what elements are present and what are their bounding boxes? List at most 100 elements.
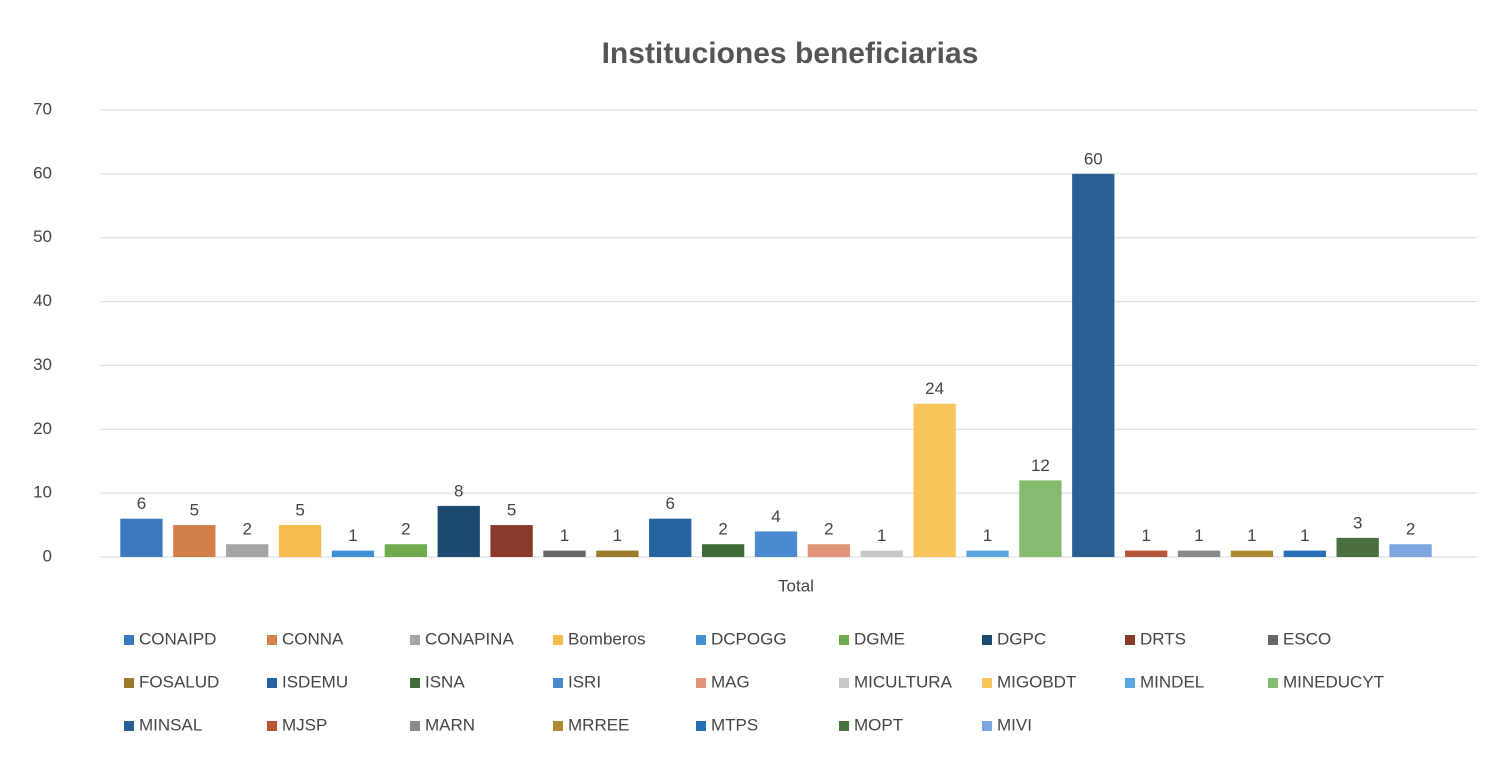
legend-swatch xyxy=(839,635,849,645)
bar xyxy=(754,531,798,557)
legend-label: MINDEL xyxy=(1140,672,1204,691)
legend-label: ISNA xyxy=(425,672,465,691)
legend-label: MIGOBDT xyxy=(997,672,1076,691)
data-label: 1 xyxy=(983,526,992,545)
bar xyxy=(913,403,956,557)
legend-label: MINSAL xyxy=(139,715,202,734)
legend-label: MAG xyxy=(711,672,750,691)
data-label: 3 xyxy=(1353,513,1362,532)
legend-label: MRREE xyxy=(568,715,629,734)
bar xyxy=(384,544,427,557)
legend-label: MJSP xyxy=(282,715,327,734)
data-label: 1 xyxy=(348,526,357,545)
legend-swatch xyxy=(553,721,563,731)
legend-label: MICULTURA xyxy=(854,672,953,691)
data-label: 5 xyxy=(507,501,516,520)
chart-title: Instituciones beneficiarias xyxy=(602,37,979,70)
legend-label: CONAIPD xyxy=(139,629,216,648)
y-tick-label: 10 xyxy=(33,483,52,502)
legend-swatch xyxy=(553,678,563,688)
legend-swatch xyxy=(124,678,134,688)
legend-swatch xyxy=(267,678,277,688)
data-label: 2 xyxy=(1406,520,1415,539)
bar xyxy=(860,550,903,557)
bar xyxy=(120,518,163,557)
y-tick-label: 20 xyxy=(33,419,52,438)
bar xyxy=(1389,544,1432,557)
data-label: 2 xyxy=(824,520,833,539)
legend-label: MINEDUCYT xyxy=(1283,672,1384,691)
bar xyxy=(1336,537,1379,557)
bar xyxy=(543,550,586,557)
legend-label: MTPS xyxy=(711,715,758,734)
legend-swatch xyxy=(696,721,706,731)
legend-swatch xyxy=(982,721,992,731)
legend-swatch xyxy=(982,635,992,645)
y-tick-label: 0 xyxy=(43,546,52,565)
bar xyxy=(1283,550,1326,557)
bar xyxy=(1177,550,1221,557)
bar xyxy=(1125,550,1168,557)
legend-swatch xyxy=(839,678,849,688)
bar xyxy=(701,544,745,557)
data-label: 1 xyxy=(613,526,622,545)
bar xyxy=(1230,550,1274,557)
bar xyxy=(966,550,1009,557)
legend-label: CONNA xyxy=(282,629,344,648)
legend-swatch xyxy=(1125,635,1135,645)
data-label: 8 xyxy=(454,481,463,500)
y-tick-label: 60 xyxy=(33,163,52,182)
legend-label: Bomberos xyxy=(568,629,645,648)
bar xyxy=(173,525,216,557)
data-label: 1 xyxy=(1247,526,1256,545)
legend-swatch xyxy=(267,721,277,731)
data-label: 2 xyxy=(242,520,251,539)
data-label: 6 xyxy=(137,494,146,513)
data-label: 4 xyxy=(771,507,780,526)
y-tick-label: 30 xyxy=(33,355,52,374)
data-label: 2 xyxy=(401,520,410,539)
legend-swatch xyxy=(1125,678,1135,688)
legend-swatch xyxy=(696,635,706,645)
legend-label: CONAPINA xyxy=(425,629,514,648)
data-label: 1 xyxy=(560,526,569,545)
legend-swatch xyxy=(410,678,420,688)
legend-label: ISRI xyxy=(568,672,601,691)
bar xyxy=(331,550,375,557)
data-label: 24 xyxy=(925,379,944,398)
y-tick-label: 50 xyxy=(33,227,52,246)
legend-label: MARN xyxy=(425,715,475,734)
bar xyxy=(596,550,639,557)
legend-label: ESCO xyxy=(1283,629,1331,648)
legend-swatch xyxy=(1268,635,1278,645)
bar xyxy=(1072,173,1115,557)
data-label: 2 xyxy=(718,520,727,539)
legend-swatch xyxy=(553,635,563,645)
legend-label: DGME xyxy=(854,629,905,648)
data-label: 1 xyxy=(1300,526,1309,545)
y-tick-label: 40 xyxy=(33,291,52,310)
data-label: 12 xyxy=(1031,456,1050,475)
legend-label: MOPT xyxy=(854,715,903,734)
legend-label: DCPOGG xyxy=(711,629,787,648)
legend-label: DRTS xyxy=(1140,629,1186,648)
data-label: 60 xyxy=(1084,149,1103,168)
bar xyxy=(490,525,533,557)
bar xyxy=(437,505,480,557)
legend-label: MIVI xyxy=(997,715,1032,734)
legend-swatch xyxy=(124,635,134,645)
legend-swatch xyxy=(410,635,420,645)
data-label: 5 xyxy=(295,501,304,520)
legend-swatch xyxy=(696,678,706,688)
legend-swatch xyxy=(410,721,420,731)
legend-swatch xyxy=(124,721,134,731)
x-tick-label: Total xyxy=(778,576,814,595)
data-label: 1 xyxy=(1194,526,1203,545)
data-label: 1 xyxy=(877,526,886,545)
legend-swatch xyxy=(1268,678,1278,688)
bar xyxy=(649,518,692,557)
data-label: 6 xyxy=(666,494,675,513)
legend-swatch xyxy=(267,635,277,645)
bar xyxy=(807,544,851,557)
